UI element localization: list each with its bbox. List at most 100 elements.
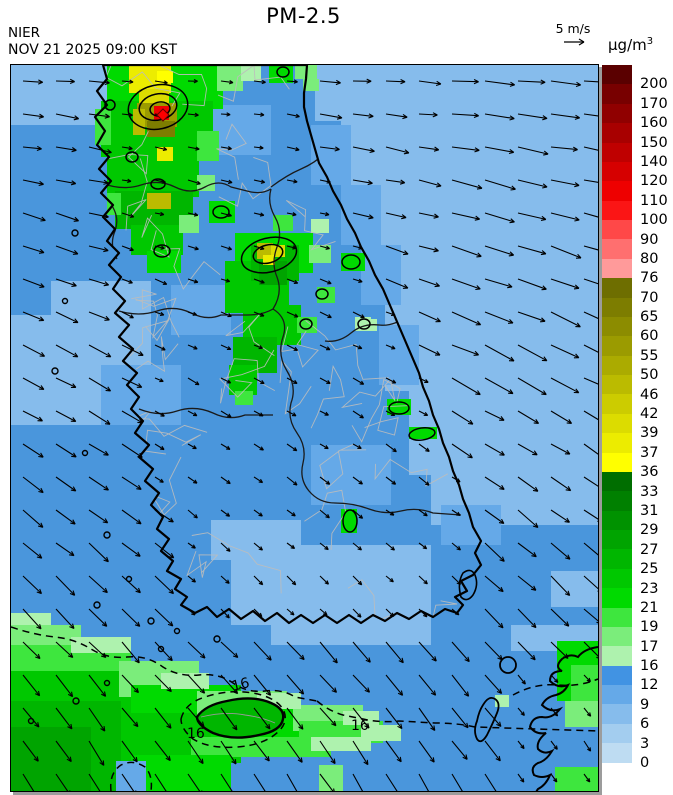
colorbar-segment: [602, 375, 632, 395]
pm25-cell: [51, 281, 151, 341]
small-island: [81, 449, 89, 457]
pm25-cell: [157, 71, 173, 83]
colorbar-segment: [602, 491, 632, 511]
colorbar-tick-label: 80: [640, 250, 659, 267]
colorbar-tick-label: 17: [640, 638, 659, 655]
colorbar-tick-label: 42: [640, 406, 659, 422]
hotspot-contour-ring: [138, 92, 178, 122]
colorbar-segment: [602, 530, 632, 550]
contour-label: 16: [351, 718, 369, 734]
colorbar: [602, 65, 632, 763]
coastline-jeju: [195, 697, 285, 739]
colorbar-tick-label: 31: [640, 502, 659, 519]
wind-scale-label: 5 m/s: [555, 21, 591, 36]
colorbar-tick-label: 27: [640, 541, 659, 558]
pm25-cell: [147, 251, 181, 273]
colorbar-segment: [602, 258, 632, 279]
colorbar-tick-label: 36: [640, 464, 659, 481]
wind-scale-arrow-icon: [564, 38, 585, 46]
colorbar-tick-label: 25: [640, 561, 659, 578]
small-island: [72, 697, 80, 705]
colorbar-tick-label: 29: [640, 522, 659, 539]
colorbar-segment: [602, 626, 632, 647]
colorbar-tick-label: 3: [640, 735, 650, 752]
colorbar-tick-label: 12: [640, 677, 659, 694]
pm25-cell: [385, 283, 598, 391]
hotspot-contour-ring: [299, 318, 313, 330]
hotspot-contour-ring: [153, 244, 171, 258]
province-border: [269, 188, 281, 310]
pm25-cell: [179, 215, 199, 233]
pm25-cell: [341, 509, 357, 533]
colorbar-segment: [602, 278, 632, 298]
pm25-cell: [315, 65, 598, 121]
pm25-cell: [116, 761, 146, 791]
colorbar-tick-label: 23: [640, 580, 659, 597]
pm25-cell: [311, 219, 329, 233]
colorbar-segment: [602, 123, 632, 143]
colorbar-segment: [602, 297, 632, 317]
colorbar-segment: [602, 355, 632, 375]
small-island: [61, 297, 69, 305]
pm25-cell: [341, 121, 598, 191]
pm25-cell: [197, 175, 215, 191]
province-border: [100, 181, 272, 194]
small-island: [51, 367, 59, 375]
colorbar-segment: [602, 316, 632, 337]
colorbar-tick-label: 110: [640, 192, 668, 209]
colorbar-tick-label: 70: [640, 289, 659, 306]
hotspot-contour-ring: [212, 205, 230, 219]
colorbar-tick-label: 16: [640, 658, 659, 675]
contour-line-16: [180, 690, 286, 749]
colorbar-segment: [602, 220, 632, 240]
pm25-cell: [269, 65, 293, 83]
colorbar-tick-label: 140: [640, 153, 668, 170]
contour-line-16: [11, 626, 318, 702]
colorbar-segment: [602, 239, 632, 259]
colorbar-segment: [602, 433, 632, 453]
pm25-cell: [555, 767, 598, 791]
island-tsushima: [474, 696, 500, 743]
colorbar-tick-label: 100: [640, 212, 668, 229]
contour-line-16: [512, 678, 598, 696]
pm25-cell: [309, 245, 331, 263]
pm25-cell: [273, 215, 293, 231]
hotspot-contour-ring: [150, 178, 166, 190]
pm25-cell: [361, 245, 401, 305]
colorbar-segment: [602, 471, 632, 492]
colorbar-tick-label: 120: [640, 173, 668, 190]
colorbar-tick-label: 170: [640, 95, 668, 112]
pm25-cell: [311, 737, 371, 751]
colorbar-segment: [602, 84, 632, 104]
pm25-cell: [171, 285, 231, 335]
hotspot-contour-ring: [342, 509, 358, 533]
contour-label: 16: [187, 726, 205, 742]
colorbar-tick-label: 6: [640, 716, 650, 733]
pm25-map: 16 16 16: [10, 64, 599, 792]
colorbar-segment: [602, 743, 632, 763]
colorbar-segment: [602, 723, 632, 744]
unit-label: µg/m3: [608, 36, 654, 54]
small-island: [93, 601, 101, 609]
colorbar-tick-label: 160: [640, 115, 668, 132]
pm25-cell: [131, 225, 183, 255]
pm25-cell: [551, 571, 598, 607]
colorbar-segment: [602, 510, 632, 530]
pm25-cell: [235, 391, 253, 405]
pm25-cell: [263, 255, 275, 265]
pm25-cell: [147, 193, 171, 209]
colorbar-segment: [602, 452, 632, 472]
peak-marker-diamond: [156, 108, 170, 122]
figure-title: PM-2.5: [266, 4, 341, 28]
colorbar-segment: [602, 103, 632, 124]
hotspot-contour-ring: [125, 151, 139, 163]
pm25-cell: [157, 147, 173, 161]
hotspot-contour-ring: [408, 427, 436, 441]
colorbar-segment: [602, 704, 632, 724]
small-island: [147, 617, 155, 625]
contour-label: 16: [230, 675, 251, 695]
colorbar-tick-label: 65: [640, 309, 659, 326]
pm25-cell: [565, 701, 598, 727]
colorbar-tick-label: 0: [640, 755, 650, 771]
